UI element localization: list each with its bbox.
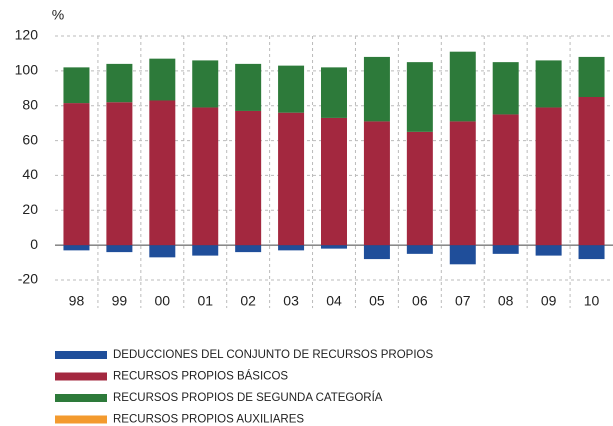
y-tick-label: 100 <box>15 62 39 78</box>
bar-segment <box>106 102 133 246</box>
x-tick-label: 08 <box>498 293 514 309</box>
legend-swatch <box>55 415 107 424</box>
x-tick-label: 02 <box>240 293 256 309</box>
unit-label: % <box>52 7 64 23</box>
legend-swatch <box>55 351 107 359</box>
bar-segment <box>63 245 90 251</box>
bar-segment <box>449 121 476 246</box>
bar-segment <box>235 110 262 246</box>
y-tick-label: 40 <box>22 166 38 182</box>
bar-segment <box>535 245 562 256</box>
x-tick-label: 05 <box>369 293 385 309</box>
bar-segment <box>235 63 262 111</box>
y-tick-label: 120 <box>15 27 39 43</box>
x-tick-label: 98 <box>69 293 85 309</box>
x-tick-label: 07 <box>455 293 471 309</box>
bar-segment <box>192 107 219 246</box>
bar-segment <box>149 58 176 101</box>
bar-segment <box>535 60 562 108</box>
legend-label: RECURSOS PROPIOS DE SEGUNDA CATEGORÍA <box>113 391 383 404</box>
bar-segment <box>363 121 390 246</box>
bar-segment <box>321 245 347 249</box>
bar-segment <box>363 245 390 260</box>
x-tick-label: 03 <box>283 293 299 309</box>
y-tick-label: -20 <box>18 271 38 287</box>
bar-segment <box>278 112 305 246</box>
bar-segment <box>235 245 262 253</box>
bar-segment <box>106 63 133 103</box>
y-tick-label: 0 <box>30 236 38 252</box>
bar-segment <box>578 245 605 260</box>
y-tick-label: 80 <box>22 96 38 112</box>
bar-segment <box>321 117 347 246</box>
x-tick-label: 06 <box>412 293 428 309</box>
bar-segment <box>149 100 176 246</box>
x-tick-label: 10 <box>584 293 600 309</box>
bar-segment <box>578 56 605 97</box>
legend-label: DEDUCCIONES DEL CONJUNTO DE RECURSOS PRO… <box>113 349 433 361</box>
bar-segment <box>363 56 390 122</box>
legend-swatch <box>55 372 107 381</box>
bar-segment <box>449 245 476 265</box>
legend-label: RECURSOS PROPIOS AUXILIARES <box>113 414 304 426</box>
bar-segment <box>406 62 433 132</box>
bar-segment <box>63 67 90 104</box>
bar-segment <box>278 65 305 113</box>
x-tick-label: 99 <box>112 293 128 309</box>
bar-segment <box>449 51 476 122</box>
x-tick-label: 04 <box>326 293 342 309</box>
bar-segment <box>278 245 305 251</box>
bar-segment <box>406 131 433 246</box>
y-tick-label: 60 <box>22 131 38 147</box>
legend-label: RECURSOS PROPIOS BÁSICOS <box>113 370 288 383</box>
x-tick-label: 09 <box>541 293 557 309</box>
x-tick-label: 00 <box>155 293 171 309</box>
bar-segment <box>149 245 176 258</box>
bar-segment <box>492 245 519 254</box>
bar-segment <box>578 97 605 246</box>
legend-swatch <box>55 394 107 402</box>
bar-segment <box>492 62 519 115</box>
bar-segment <box>406 245 433 254</box>
bar-segment <box>192 245 219 256</box>
x-tick-label: 01 <box>197 293 213 309</box>
y-tick-label: 20 <box>22 201 38 217</box>
bar-segment <box>192 60 219 108</box>
bar-segment <box>63 103 90 246</box>
bar-segment <box>535 107 562 246</box>
bar-segment <box>321 67 347 118</box>
bar-segment <box>492 114 519 246</box>
bar-segment <box>106 245 133 253</box>
